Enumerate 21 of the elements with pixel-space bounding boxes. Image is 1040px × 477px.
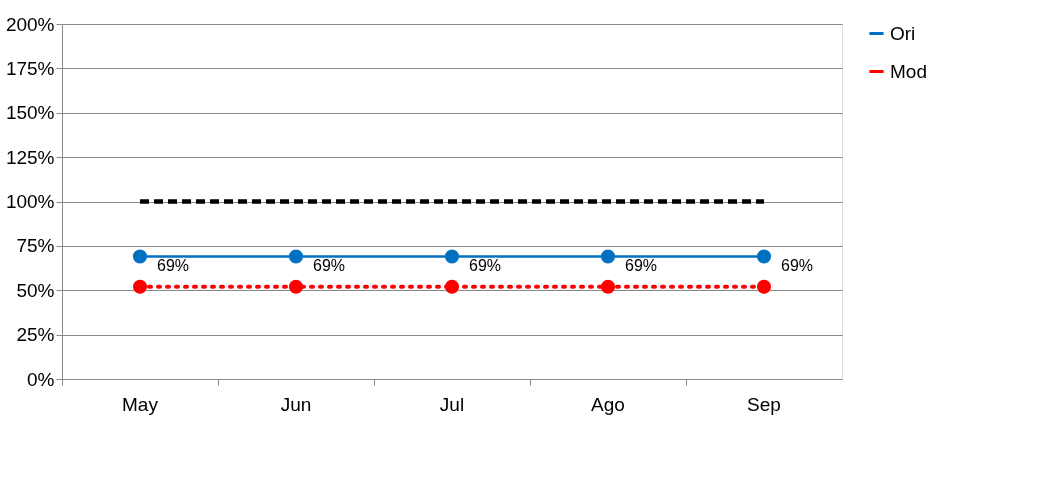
y-tick-label: 175% bbox=[5, 57, 55, 79]
y-tick-label: 75% bbox=[16, 235, 55, 257]
legend-label: Ori bbox=[890, 22, 916, 44]
data-label: 69% bbox=[469, 256, 502, 274]
x-tick-label: Jul bbox=[439, 393, 465, 415]
y-tick-label: 125% bbox=[5, 146, 55, 168]
x-tick-label: Ago bbox=[591, 393, 625, 415]
x-tick-label: Sep bbox=[747, 393, 781, 415]
x-tick-label: Jun bbox=[280, 393, 312, 415]
data-label: 69% bbox=[313, 256, 346, 274]
data-label: 69% bbox=[157, 256, 190, 274]
x-tick-label: May bbox=[122, 393, 159, 415]
y-tick-label: 200% bbox=[5, 13, 55, 35]
data-label: 69% bbox=[781, 256, 814, 274]
y-tick-label: 50% bbox=[16, 279, 55, 301]
y-tick-label: 150% bbox=[5, 102, 55, 124]
y-tick-label: 25% bbox=[16, 324, 55, 346]
y-tick-label: 0% bbox=[27, 368, 55, 390]
data-label: 69% bbox=[625, 256, 658, 274]
y-tick-label: 100% bbox=[5, 191, 55, 212]
legend-label: Mod bbox=[890, 60, 927, 82]
